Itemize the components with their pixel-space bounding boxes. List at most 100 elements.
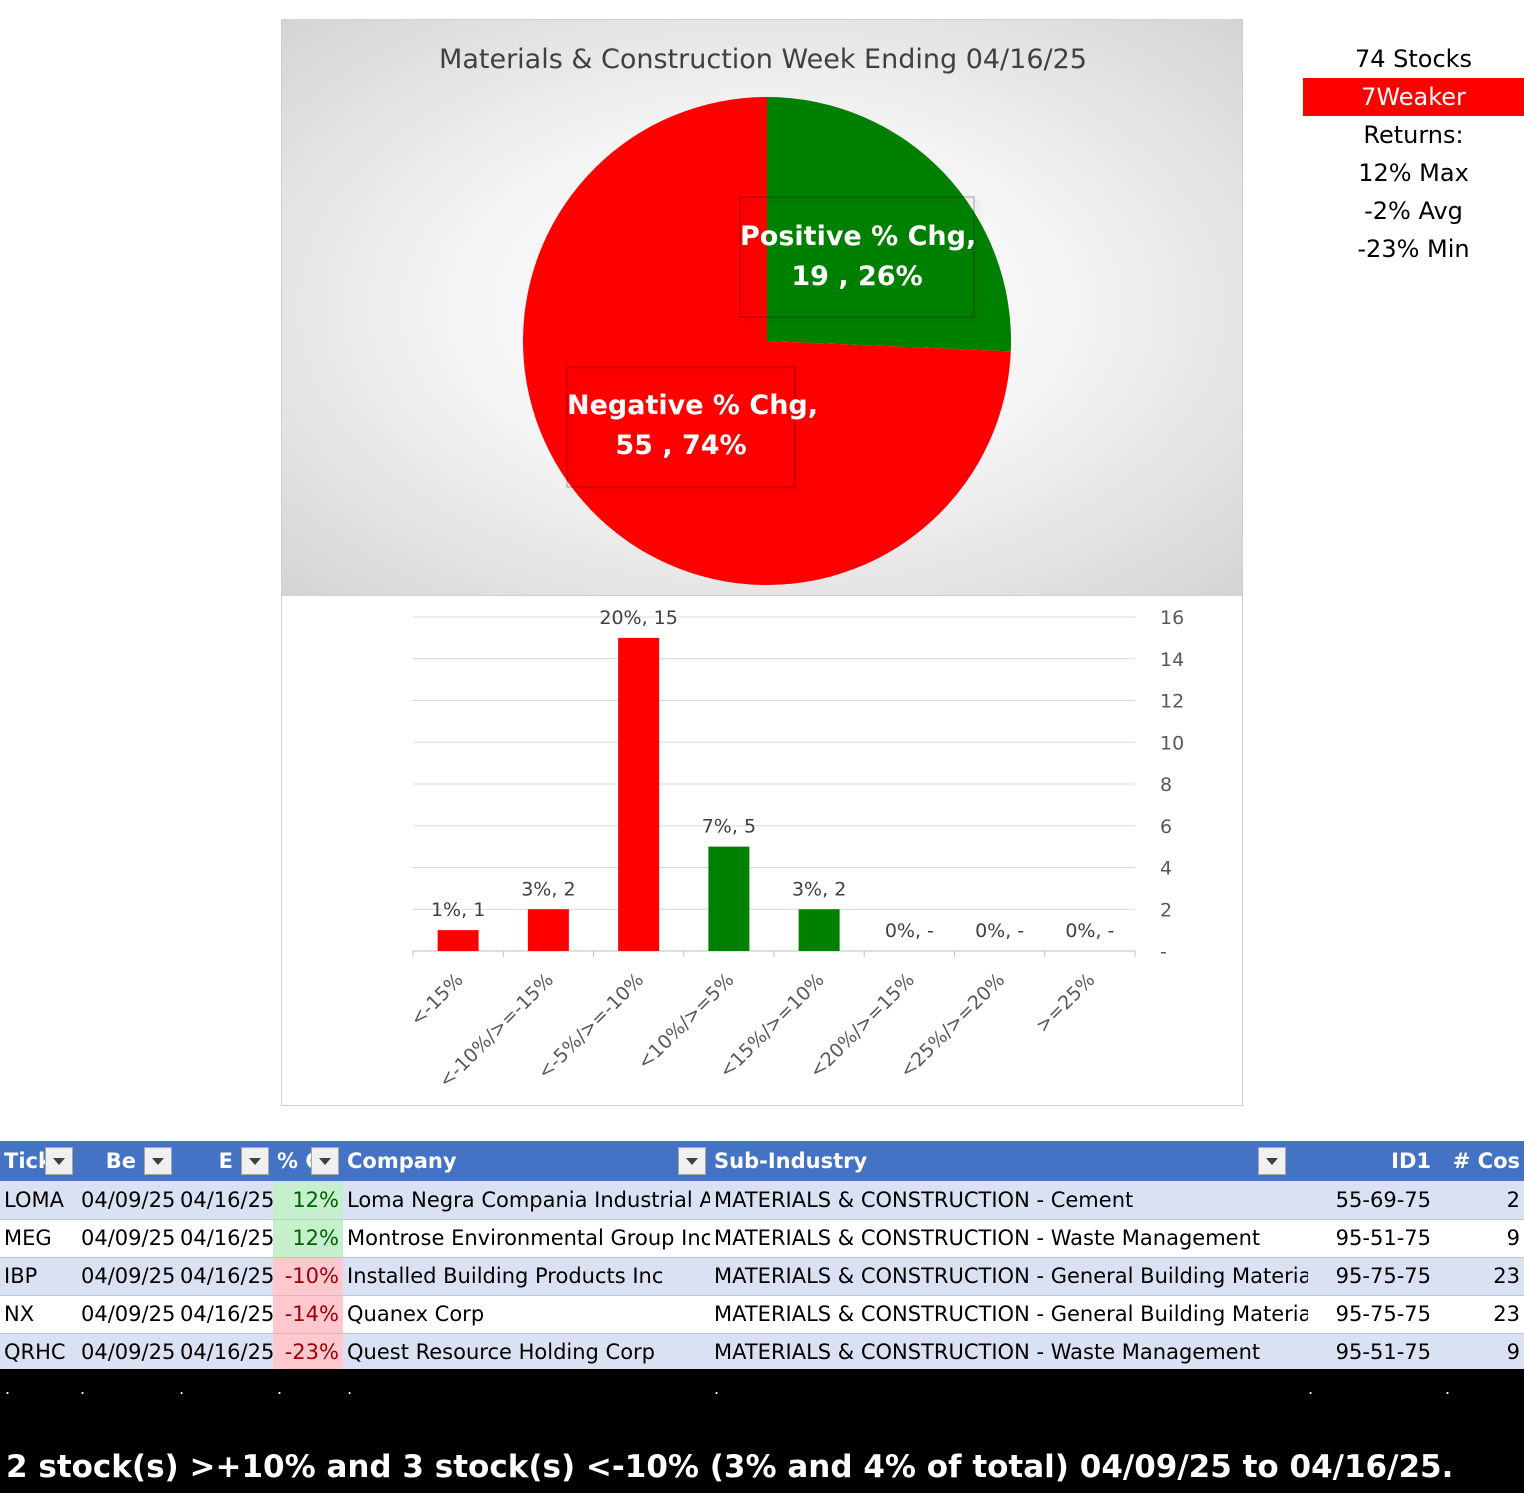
- filter-dropdown-icon[interactable]: [241, 1147, 269, 1175]
- footer-dot: .: [347, 1379, 353, 1398]
- header-begin[interactable]: Be: [77, 1141, 176, 1181]
- sub-industry-cell: MATERIALS & CONSTRUCTION - Cement: [710, 1181, 1308, 1220]
- stock-count: 74 Stocks: [1354, 45, 1473, 73]
- filter-dropdown-icon[interactable]: [678, 1147, 706, 1175]
- header-ticker[interactable]: Tick: [0, 1141, 77, 1181]
- sub-industry-cell: MATERIALS & CONSTRUCTION - Waste Managem…: [710, 1333, 1308, 1372]
- weaker-badge: 7Weaker: [1303, 78, 1524, 116]
- header-num-cos[interactable]: # Cos: [1445, 1141, 1524, 1181]
- bar-data-label: 3%, 2: [521, 878, 575, 900]
- footer-dot: .: [277, 1379, 283, 1398]
- x-tick-label: >=25%: [1031, 969, 1099, 1037]
- end-date-cell: 04/16/25: [176, 1295, 273, 1334]
- num-cos-cell: 9: [1445, 1333, 1524, 1372]
- y-tick-label: 10: [1160, 732, 1184, 754]
- company-cell: Installed Building Products Inc: [343, 1257, 710, 1296]
- footer-dot: .: [1445, 1379, 1451, 1398]
- num-cos-cell: 2: [1445, 1181, 1524, 1220]
- bar-data-label: 0%, -: [975, 920, 1024, 942]
- end-date-cell: 04/16/25: [176, 1257, 273, 1296]
- side-stats: 74 Stocks 7Weaker Returns: 12% Max -2% A…: [1303, 40, 1524, 268]
- id1-cell: 55-69-75: [1308, 1181, 1445, 1220]
- positive-slice-label: Positive % Chg, 19 , 26%: [740, 221, 977, 292]
- stock-table: Tick Be E % C Company Sub-Industry ID1 #…: [0, 1141, 1524, 1372]
- bar-data-label: 7%, 5: [702, 816, 756, 838]
- header-end[interactable]: E: [176, 1141, 273, 1181]
- id1-cell: 95-75-75: [1308, 1257, 1445, 1296]
- header-pct-change[interactable]: % C: [273, 1141, 343, 1181]
- company-cell: Montrose Environmental Group Inc: [343, 1219, 710, 1258]
- ticker-cell: MEG: [0, 1219, 77, 1258]
- begin-date-cell: 04/09/25: [77, 1181, 176, 1220]
- y-tick-label: 4: [1160, 858, 1172, 880]
- id1-cell: 95-51-75: [1308, 1333, 1445, 1372]
- company-cell: Quanex Corp: [343, 1295, 710, 1334]
- sub-industry-cell: MATERIALS & CONSTRUCTION - General Build…: [710, 1295, 1308, 1334]
- filter-dropdown-icon[interactable]: [1258, 1147, 1286, 1175]
- ticker-cell: IBP: [0, 1257, 77, 1296]
- y-tick-label: 8: [1160, 774, 1172, 796]
- table-header-row: Tick Be E % C Company Sub-Industry ID1 #…: [0, 1141, 1524, 1181]
- bar-chart-panel: 1%, 1 3%, 2 20%, 15 7%, 5 3%, 2 0%, - 0%, - 0%,…: [281, 596, 1243, 1106]
- filter-dropdown-icon[interactable]: [144, 1147, 172, 1175]
- y-tick-label: 12: [1160, 691, 1184, 713]
- company-cell: Loma Negra Compania Industrial Arg: [343, 1181, 710, 1220]
- pie-slice-positive: [767, 97, 1011, 352]
- footer-dot: .: [1308, 1379, 1314, 1398]
- avg-return: -2% Avg: [1364, 197, 1463, 225]
- positive-label-box: [739, 196, 975, 318]
- table-row[interactable]: IBP 04/09/25 04/16/25 -10% Installed Buildin…: [0, 1257, 1524, 1296]
- y-tick-label: 14: [1160, 649, 1184, 671]
- bar-chart-svg: 1%, 1 3%, 2 20%, 15 7%, 5 3%, 2 0%, - 0%, - 0%,…: [406, 607, 1184, 1092]
- y-tick-label: 6: [1160, 816, 1172, 838]
- y-tick-label: -: [1160, 941, 1167, 963]
- footer-summary: . . . . . . . . 2 stock(s) >+10% and 3 s…: [0, 1369, 1524, 1493]
- bar-data-label: 0%, -: [885, 920, 934, 942]
- y-tick-label: 2: [1160, 899, 1172, 921]
- footer-dot: .: [179, 1379, 185, 1398]
- footer-summary-text: 2 stock(s) >+10% and 3 stock(s) <-10% (3…: [6, 1449, 1454, 1485]
- id1-cell: 95-75-75: [1308, 1295, 1445, 1334]
- bar: [437, 930, 479, 951]
- header-company[interactable]: Company: [343, 1141, 710, 1181]
- bar-data-label: 1%, 1: [431, 899, 485, 921]
- sub-industry-cell: MATERIALS & CONSTRUCTION - Waste Managem…: [710, 1219, 1308, 1258]
- end-date-cell: 04/16/25: [176, 1219, 273, 1258]
- company-cell: Quest Resource Holding Corp: [343, 1333, 710, 1372]
- filter-dropdown-icon[interactable]: [45, 1147, 73, 1175]
- negative-slice-label: Negative % Chg, 55 , 74%: [567, 390, 818, 461]
- table-row[interactable]: LOMA 04/09/25 04/16/25 12% Loma Negra Compan…: [0, 1181, 1524, 1220]
- table-row[interactable]: NX 04/09/25 04/16/25 -14% Quanex Corp MATERIA…: [0, 1295, 1524, 1334]
- footer-dot: .: [80, 1379, 86, 1398]
- bar-data-label: 20%, 15: [599, 607, 678, 629]
- returns-label: Returns:: [1363, 121, 1464, 149]
- x-tick-label: <-15%: [406, 969, 468, 1031]
- pie-chart-title: Materials & Construction Week Ending 04/…: [439, 44, 1087, 75]
- end-date-cell: 04/16/25: [176, 1333, 273, 1372]
- y-tick-label: 16: [1160, 607, 1184, 629]
- sub-industry-cell: MATERIALS & CONSTRUCTION - General Build…: [710, 1257, 1308, 1296]
- ticker-cell: LOMA: [0, 1181, 77, 1220]
- filter-dropdown-icon[interactable]: [311, 1147, 339, 1175]
- max-return: 12% Max: [1358, 159, 1469, 187]
- begin-date-cell: 04/09/25: [77, 1257, 176, 1296]
- pct-change-cell: -10%: [273, 1257, 343, 1296]
- bar: [798, 909, 840, 951]
- pie-slice-negative: [522, 97, 1011, 585]
- end-date-cell: 04/16/25: [176, 1181, 273, 1220]
- bar: [618, 637, 660, 951]
- num-cos-cell: 23: [1445, 1257, 1524, 1296]
- header-sub-industry[interactable]: Sub-Industry: [710, 1141, 1308, 1181]
- begin-date-cell: 04/09/25: [77, 1219, 176, 1258]
- header-id1[interactable]: ID1: [1308, 1141, 1445, 1181]
- begin-date-cell: 04/09/25: [77, 1295, 176, 1334]
- ticker-cell: NX: [0, 1295, 77, 1334]
- ticker-cell: QRHC: [0, 1333, 77, 1372]
- footer-dot: .: [5, 1379, 11, 1398]
- table-row[interactable]: MEG 04/09/25 04/16/25 12% Montrose Environme…: [0, 1219, 1524, 1258]
- table-row[interactable]: QRHC 04/09/25 04/16/25 -23% Quest Resource H…: [0, 1333, 1524, 1372]
- negative-label-box: [566, 366, 796, 488]
- pie-chart-panel: Materials & Construction Week Ending 04/…: [281, 19, 1243, 596]
- pct-change-cell: -14%: [273, 1295, 343, 1334]
- id1-cell: 95-51-75: [1308, 1219, 1445, 1258]
